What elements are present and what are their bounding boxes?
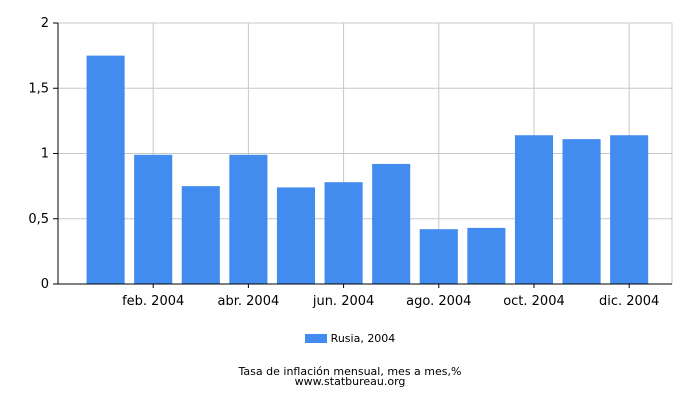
y-tick-label: 1 xyxy=(41,147,49,162)
legend-label: Rusia, 2004 xyxy=(330,332,396,345)
legend-swatch xyxy=(304,333,327,343)
y-tick-label: 2 xyxy=(41,16,49,31)
bar xyxy=(419,229,458,284)
y-tick-label: 0 xyxy=(41,277,49,292)
x-axis-labels: feb. 2004 abr. 2004 jun. 2004 ago. 2004 oct.… xyxy=(122,294,659,309)
bar xyxy=(86,55,125,284)
x-tick-label: oct. 2004 xyxy=(503,294,565,309)
source-label: www.statbureau.org xyxy=(294,375,406,388)
legend: Rusia, 2004 xyxy=(0,332,700,345)
bars-group xyxy=(86,55,649,284)
x-tick-label: feb. 2004 xyxy=(122,294,184,309)
x-tick-label: dic. 2004 xyxy=(599,294,659,309)
chart-title: Tasa de inflación mensual, mes a mes,% xyxy=(238,365,462,378)
bar xyxy=(134,154,173,284)
bar xyxy=(467,227,506,284)
x-tick-label: jun. 2004 xyxy=(312,294,374,309)
x-tick-label: ago. 2004 xyxy=(406,294,471,309)
bar xyxy=(276,187,316,284)
bar xyxy=(562,139,601,284)
y-axis-labels: 0 0,5 1 1,5 2 xyxy=(28,16,49,292)
axes xyxy=(53,22,672,288)
x-tick-label: abr. 2004 xyxy=(218,294,280,309)
bar xyxy=(181,186,220,284)
y-tick-label: 0,5 xyxy=(28,212,49,227)
y-tick-label: 1,5 xyxy=(28,81,49,96)
bar xyxy=(514,135,554,284)
bar xyxy=(229,154,268,284)
bar xyxy=(610,135,649,284)
bar xyxy=(324,182,363,284)
bar xyxy=(372,163,411,284)
